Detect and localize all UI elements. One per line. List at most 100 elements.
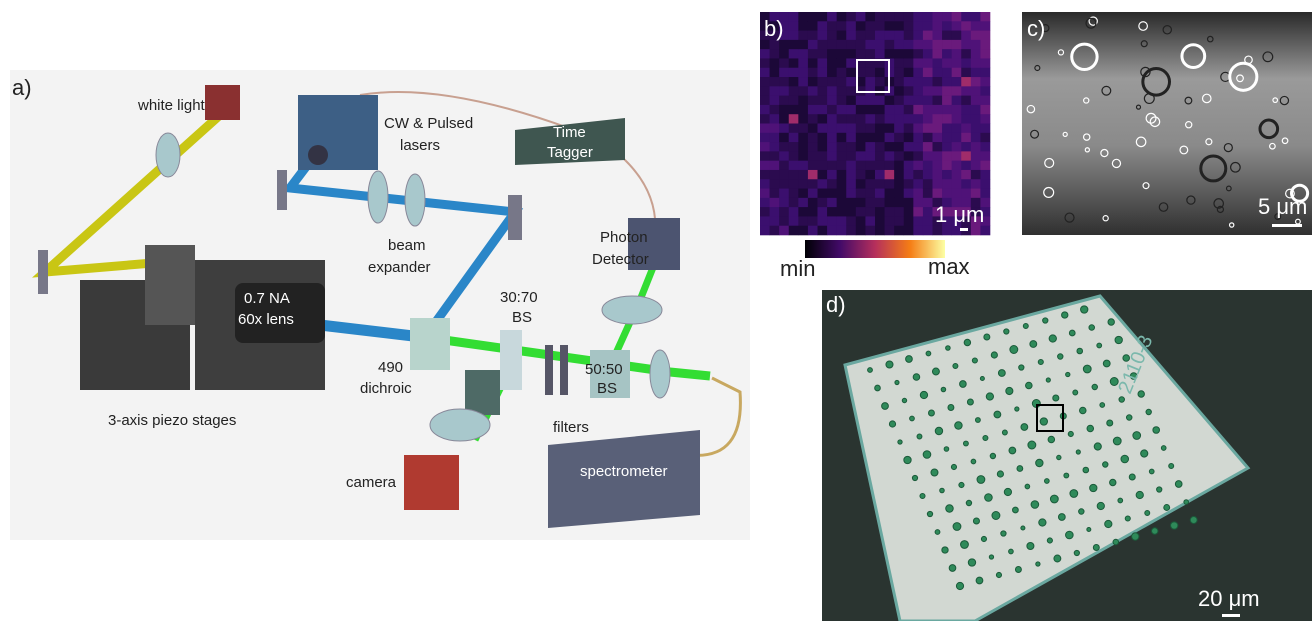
heatmap-cell — [770, 124, 780, 134]
heatmap-cell — [789, 12, 799, 22]
heatmap-cell — [923, 151, 933, 161]
heatmap-cell — [952, 49, 962, 59]
heatmap-cell — [827, 114, 837, 124]
heatmap-cell — [904, 189, 914, 199]
heatmap-cell — [933, 77, 943, 87]
heatmap-cell — [808, 96, 818, 106]
pillar — [1049, 335, 1056, 342]
heatmap-cell — [779, 96, 789, 106]
pillar — [953, 363, 958, 368]
heatmap-cell — [827, 207, 837, 217]
scale-bar-label: 5 μm — [1258, 194, 1307, 219]
laser-aperture — [308, 145, 328, 165]
heatmap-cell — [885, 170, 895, 180]
heatmap-cell — [770, 189, 780, 199]
heatmap-cell — [933, 40, 943, 50]
heatmap-cell — [904, 179, 914, 189]
heatmap-cell — [760, 216, 770, 226]
heatmap-cell — [923, 40, 933, 50]
heatmap-cell — [789, 142, 799, 152]
pillar — [955, 422, 962, 429]
heatmap-cell — [837, 170, 847, 180]
scale-bar — [960, 228, 968, 231]
heatmap-cell — [818, 151, 828, 161]
heatmap-cell — [894, 170, 904, 180]
panel-a: a) white light CW & Pulsed lasers Time T… — [10, 70, 750, 540]
heatmap-cell — [818, 189, 828, 199]
heatmap-cell — [798, 12, 808, 22]
heatmap-cell — [846, 96, 856, 106]
heatmap-cell — [760, 86, 770, 96]
heatmap-cell — [971, 86, 981, 96]
component-label: spectrometer — [580, 463, 668, 480]
pillar — [1004, 488, 1011, 495]
heatmap-cell — [952, 179, 962, 189]
heatmap-cell — [846, 207, 856, 217]
heatmap-cell — [818, 40, 828, 50]
component-label: Tagger — [547, 144, 593, 161]
heatmap-cell — [827, 124, 837, 134]
heatmap-cell — [818, 58, 828, 68]
heatmap-cell — [923, 114, 933, 124]
heatmap-cell — [980, 31, 990, 41]
component-label: white light — [137, 97, 206, 114]
heatmap-cell — [779, 40, 789, 50]
component-label: 30:70 — [500, 289, 538, 306]
heatmap-cell — [808, 189, 818, 199]
heatmap-cell — [837, 114, 847, 124]
heatmap-cell — [933, 49, 943, 59]
heatmap-cell — [904, 12, 914, 22]
heatmap-cell — [789, 161, 799, 171]
pillar — [935, 427, 942, 434]
pillar — [1066, 372, 1070, 376]
heatmap-cell — [923, 105, 933, 115]
heatmap-cell — [885, 40, 895, 50]
heatmap-cell — [827, 179, 837, 189]
heatmap-cell — [865, 49, 875, 59]
heatmap-cell — [789, 68, 799, 78]
heatmap-cell — [885, 21, 895, 31]
pillar — [972, 358, 977, 363]
heatmap-cell — [971, 31, 981, 41]
pillar — [973, 518, 979, 524]
heatmap-cell — [923, 77, 933, 87]
heatmap-cell — [904, 198, 914, 208]
heatmap-cell — [808, 179, 818, 189]
heatmap-cell — [980, 189, 990, 199]
pillar — [1044, 479, 1049, 484]
heatmap-cell — [808, 77, 818, 87]
heatmap-cell — [904, 142, 914, 152]
pillar — [1113, 437, 1121, 445]
heatmap-cell — [885, 198, 895, 208]
heatmap-cell — [923, 58, 933, 68]
heatmap-cell — [779, 49, 789, 59]
heatmap-cell — [875, 31, 885, 41]
piezo-stage — [145, 245, 195, 325]
heatmap-cell — [779, 226, 789, 236]
heatmap-cell — [971, 114, 981, 124]
heatmap-cell — [770, 86, 780, 96]
heatmap-cell — [933, 105, 943, 115]
heatmap-cell — [885, 207, 895, 217]
pillar — [1028, 441, 1036, 449]
heatmap-cell — [933, 114, 943, 124]
heatmap-cell — [942, 133, 952, 143]
heatmap-cell — [827, 31, 837, 41]
pillar — [986, 393, 993, 400]
heatmap-cell — [904, 58, 914, 68]
heatmap-cell — [875, 21, 885, 31]
heatmap-cell — [894, 124, 904, 134]
heatmap-cell — [837, 12, 847, 22]
heatmap-cell — [846, 133, 856, 143]
heatmap-cell — [875, 151, 885, 161]
heatmap-cell — [789, 179, 799, 189]
pillar — [1157, 487, 1162, 492]
heatmap-cell — [856, 21, 866, 31]
heatmap-cell — [818, 179, 828, 189]
heatmap-cell — [808, 105, 818, 115]
pillar — [923, 451, 931, 459]
heatmap-cell — [865, 216, 875, 226]
heatmap-cell — [798, 105, 808, 115]
heatmap-cell — [913, 49, 923, 59]
pillar — [1019, 365, 1024, 370]
